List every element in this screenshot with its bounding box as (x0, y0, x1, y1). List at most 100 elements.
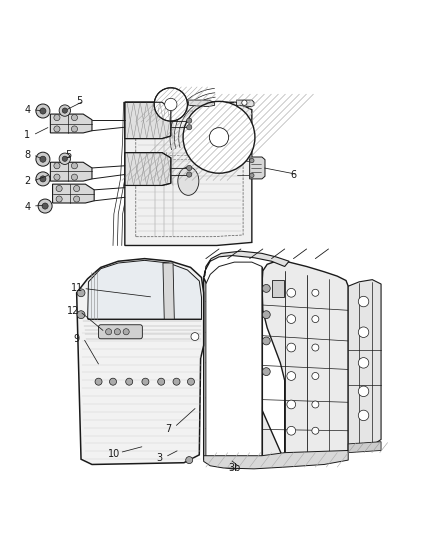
Circle shape (250, 173, 254, 177)
Circle shape (71, 115, 78, 120)
Ellipse shape (178, 167, 199, 195)
Circle shape (114, 329, 120, 335)
Circle shape (187, 165, 192, 171)
Circle shape (40, 156, 46, 162)
Polygon shape (348, 442, 381, 453)
Text: 5: 5 (76, 96, 82, 106)
Circle shape (187, 118, 192, 123)
Circle shape (312, 344, 319, 351)
Circle shape (191, 333, 199, 341)
Circle shape (126, 378, 133, 385)
Circle shape (262, 368, 270, 376)
Circle shape (312, 373, 319, 379)
Circle shape (142, 378, 149, 385)
Polygon shape (88, 260, 201, 319)
Circle shape (358, 296, 369, 307)
Circle shape (77, 289, 85, 297)
Text: 5: 5 (65, 150, 71, 160)
Circle shape (262, 337, 270, 345)
Polygon shape (50, 162, 92, 181)
Circle shape (54, 163, 60, 169)
Circle shape (165, 98, 177, 110)
Circle shape (187, 378, 194, 385)
Circle shape (287, 426, 296, 435)
Circle shape (62, 108, 67, 113)
Circle shape (287, 314, 296, 324)
Polygon shape (204, 450, 348, 469)
Circle shape (71, 163, 78, 169)
Circle shape (187, 125, 192, 130)
Polygon shape (50, 114, 92, 133)
Circle shape (56, 196, 62, 202)
Circle shape (312, 401, 319, 408)
Circle shape (40, 108, 46, 114)
Circle shape (312, 289, 319, 296)
Circle shape (77, 311, 85, 319)
Text: 2: 2 (24, 176, 30, 186)
Text: 8: 8 (24, 150, 30, 160)
Text: 3: 3 (157, 454, 163, 463)
Circle shape (123, 329, 129, 335)
Text: 3b: 3b (228, 463, 240, 473)
Circle shape (54, 174, 60, 180)
Polygon shape (204, 251, 289, 278)
Circle shape (71, 174, 78, 180)
Polygon shape (272, 280, 284, 297)
Text: 7: 7 (166, 424, 172, 433)
Text: 9: 9 (74, 334, 80, 344)
Circle shape (209, 128, 229, 147)
Circle shape (54, 126, 60, 132)
Circle shape (110, 378, 117, 385)
Circle shape (358, 327, 369, 337)
Circle shape (154, 88, 187, 121)
Circle shape (242, 100, 247, 106)
Circle shape (59, 153, 71, 165)
Circle shape (54, 115, 60, 120)
Polygon shape (125, 152, 171, 185)
Circle shape (287, 372, 296, 381)
Circle shape (186, 457, 193, 464)
Circle shape (287, 400, 296, 409)
Polygon shape (348, 280, 381, 450)
Polygon shape (204, 261, 348, 469)
Circle shape (38, 199, 52, 213)
Circle shape (358, 386, 369, 397)
Text: 4: 4 (24, 202, 30, 212)
Circle shape (358, 410, 369, 421)
Circle shape (74, 196, 80, 202)
Circle shape (312, 427, 319, 434)
Circle shape (250, 158, 254, 163)
Circle shape (62, 156, 67, 161)
Circle shape (42, 203, 48, 209)
Circle shape (187, 172, 192, 177)
Circle shape (74, 185, 80, 191)
Polygon shape (237, 100, 254, 107)
Circle shape (59, 105, 71, 116)
Polygon shape (125, 102, 252, 246)
Text: 11: 11 (71, 284, 83, 293)
Circle shape (173, 378, 180, 385)
Circle shape (36, 172, 50, 186)
Circle shape (183, 101, 255, 173)
Text: 12: 12 (67, 306, 80, 316)
Circle shape (56, 185, 62, 191)
Polygon shape (206, 262, 262, 463)
Circle shape (287, 288, 296, 297)
FancyBboxPatch shape (99, 325, 142, 339)
Circle shape (95, 378, 102, 385)
Polygon shape (53, 184, 94, 203)
Polygon shape (125, 102, 171, 139)
Circle shape (158, 378, 165, 385)
Circle shape (36, 152, 50, 166)
Circle shape (358, 358, 369, 368)
Polygon shape (77, 259, 204, 464)
Circle shape (262, 311, 270, 319)
Polygon shape (250, 157, 265, 179)
Polygon shape (163, 263, 174, 319)
Text: 4: 4 (24, 104, 30, 115)
Text: 6: 6 (290, 169, 297, 180)
Text: 10: 10 (108, 449, 120, 459)
Circle shape (262, 285, 270, 292)
Circle shape (106, 329, 112, 335)
Circle shape (36, 104, 50, 118)
